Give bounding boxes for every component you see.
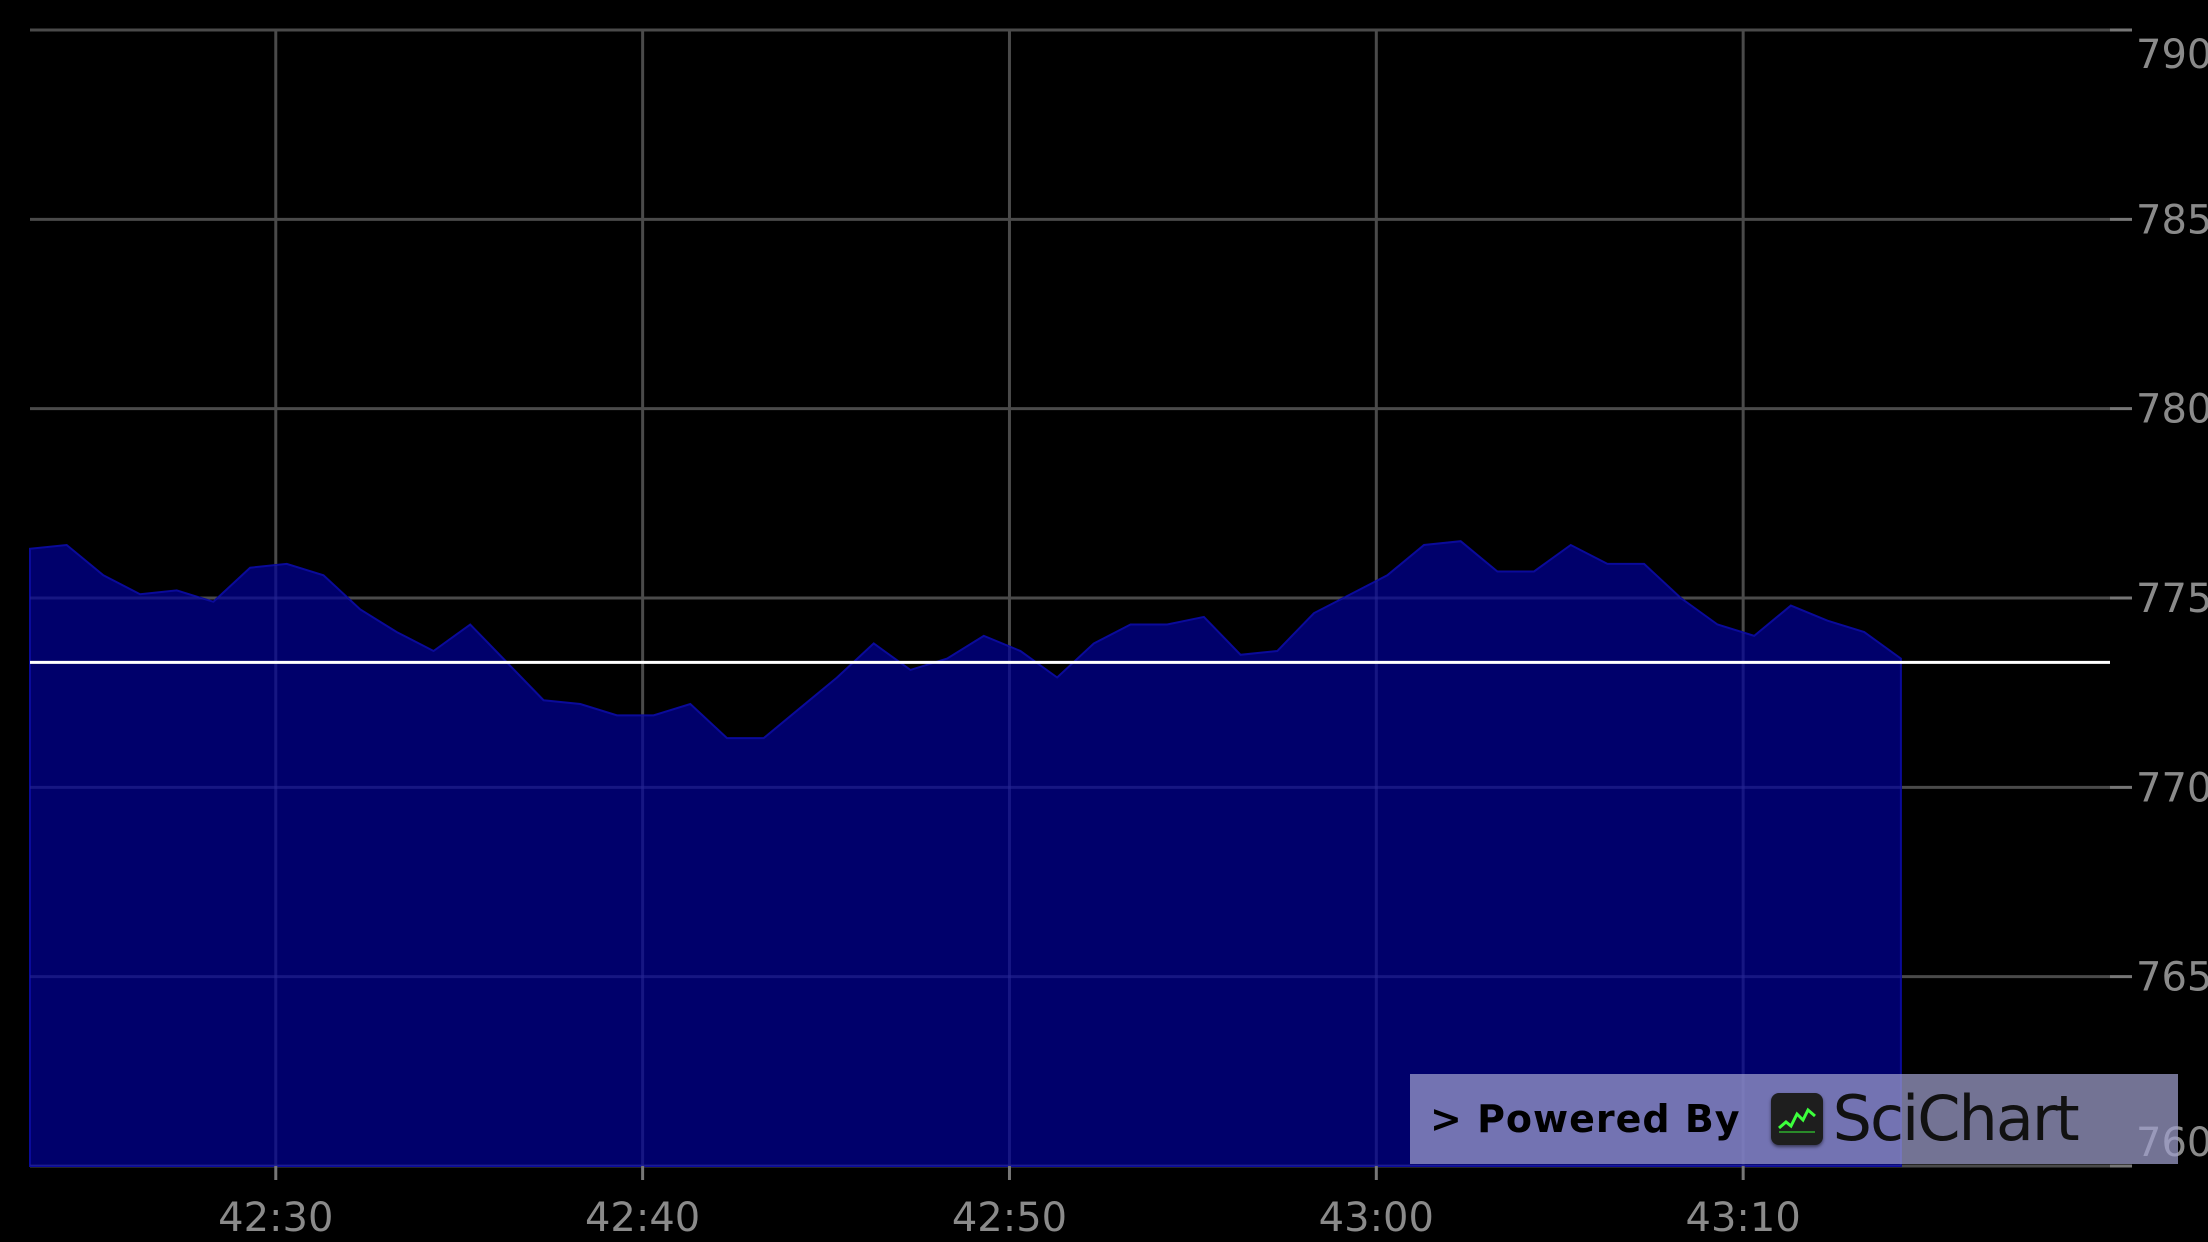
y-tick-label: 785	[2136, 197, 2208, 243]
series-area	[29, 540, 1902, 1167]
x-tick-label: 42:40	[585, 1195, 700, 1241]
scichart-logo-icon	[1770, 1093, 1823, 1145]
y-tick-label: 770	[2136, 765, 2208, 811]
powered-by-watermark[interactable]: > Powered By SciChart	[1410, 1074, 2178, 1164]
x-tick-label: 42:50	[952, 1195, 1067, 1241]
x-tick-label: 43:00	[1319, 1195, 1434, 1241]
scichart-logo: SciChart	[1770, 1082, 2080, 1155]
x-tick-label: 43:10	[1686, 1195, 1801, 1241]
y-tick-label: 790	[2136, 32, 2208, 78]
y-axis: 790785780775770765760	[2110, 28, 2208, 1168]
powered-by-text: > Powered By	[1430, 1097, 1741, 1141]
y-tick-label: 780	[2136, 387, 2208, 433]
scichart-brand-text: SciChart	[1832, 1082, 2080, 1155]
y-tick-label: 765	[2136, 955, 2208, 1001]
y-tick-label: 775	[2136, 576, 2208, 622]
x-axis: 42:30 42:40 42:50 43:00 43:10	[218, 1166, 1801, 1241]
x-tick-label: 42:30	[218, 1195, 333, 1241]
